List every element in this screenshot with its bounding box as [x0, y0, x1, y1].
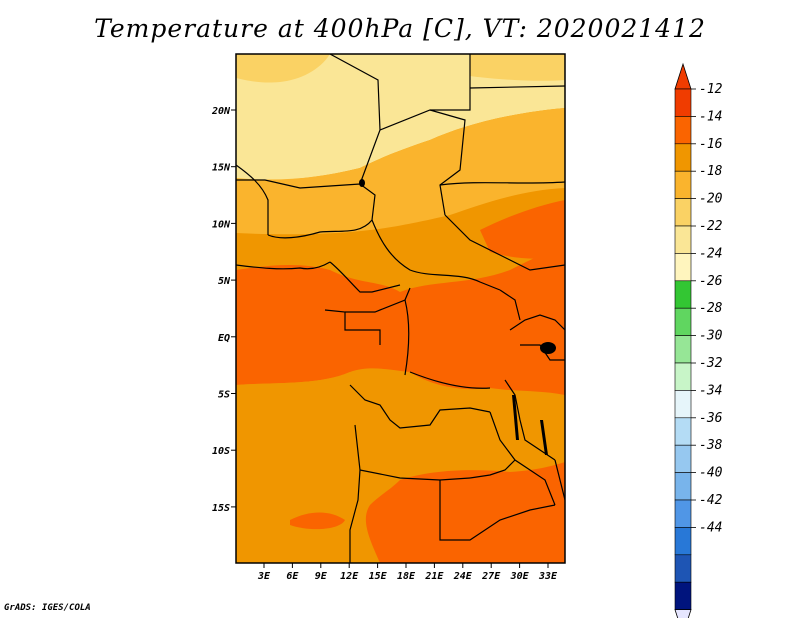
- colorbar-label: -18: [699, 164, 723, 179]
- colorbar-swatch: [674, 417, 692, 446]
- colorbar-swatch: [674, 253, 692, 282]
- lakes: [359, 179, 556, 455]
- region-fill: [290, 512, 345, 530]
- lon-tick-label: 33E: [538, 571, 558, 582]
- colorbar-label: -14: [699, 109, 722, 124]
- colorbar-label: -28: [699, 301, 723, 316]
- grads-credit: GrADS: IGES/COLA: [4, 603, 91, 613]
- longitude-axis: 3E 6E 9E 12E 15E 18E 21E 24E 27E 30E 33E: [257, 563, 558, 582]
- colorbar-label: -24: [699, 246, 722, 261]
- colorbar-swatch: [674, 362, 692, 391]
- lat-tick-label: 10S: [212, 446, 230, 457]
- colorbar-label: -22: [699, 219, 723, 234]
- lat-tick-label: 20N: [211, 106, 231, 117]
- region-fill: [470, 54, 565, 81]
- colorbar-swatch: [674, 499, 692, 528]
- latitude-axis: 20N 15N 10N 5N EQ 5S 10S 15S: [211, 106, 236, 514]
- region-fill: [236, 54, 330, 83]
- colorbar-label: -34: [699, 383, 722, 398]
- colorbar-label: -40: [699, 466, 723, 481]
- region-fill: [236, 372, 350, 469]
- lon-tick-label: 18E: [397, 571, 416, 582]
- colorbar-swatch: [674, 581, 692, 610]
- colorbar-label: -38: [699, 438, 723, 453]
- lat-tick-label: 5N: [218, 276, 231, 287]
- lon-tick-label: 24E: [453, 571, 473, 582]
- lon-tick-label: 12E: [340, 571, 359, 582]
- map-frame: [235, 53, 566, 564]
- region-fill: [480, 200, 565, 259]
- colorbar-swatch: [674, 170, 692, 199]
- colorbar-swatch: [674, 335, 692, 364]
- lon-tick-label: 6E: [286, 571, 299, 582]
- country-borders: [236, 54, 565, 563]
- colorbar-top-arrow: [674, 62, 692, 90]
- colorbar-label: -12: [699, 82, 723, 97]
- colorbar-bottom-arrow: [674, 609, 692, 618]
- colorbar-label: -30: [699, 329, 723, 344]
- colorbar-swatch: [674, 88, 692, 117]
- colorbar-swatch: [674, 444, 692, 473]
- colorbar-swatch: [674, 472, 692, 501]
- colorbar-label: -20: [699, 192, 723, 207]
- lon-tick-label: 3E: [257, 571, 271, 582]
- lat-tick-label: 15N: [212, 163, 231, 174]
- colorbar-label: -36: [699, 411, 723, 426]
- lat-tick-label: 10N: [212, 219, 231, 230]
- colorbar-swatch: [674, 280, 692, 309]
- lat-tick-label: EQ: [218, 333, 230, 344]
- colorbar-swatch: [674, 116, 692, 145]
- lon-tick-label: 21E: [424, 571, 444, 582]
- lon-tick-label: 15E: [369, 571, 388, 582]
- lat-tick-label: 5S: [218, 390, 230, 401]
- lon-tick-label: 30E: [510, 571, 530, 582]
- region-fill: [236, 108, 565, 235]
- colorbar-label: -16: [699, 137, 723, 152]
- lat-tick-label: 15S: [212, 503, 230, 514]
- lon-tick-label: 9E: [315, 571, 328, 582]
- colorbar-swatch: [674, 143, 692, 172]
- region-fill: [236, 54, 565, 181]
- colorbar-swatch: [674, 225, 692, 254]
- colorbar-swatch: [674, 527, 692, 556]
- colorbar-swatch: [674, 198, 692, 227]
- region-fill: [365, 462, 565, 563]
- colorbar-swatch: [674, 390, 692, 419]
- temperature-field: [236, 54, 565, 563]
- colorbar-label: -26: [699, 274, 723, 289]
- colorbar-label: -32: [699, 356, 723, 371]
- lon-tick-label: 27E: [481, 571, 501, 582]
- colorbar-swatch: [674, 307, 692, 336]
- colorbar-label: -42: [699, 493, 723, 508]
- map-title: Temperature at 400hPa [C], VT: 202002141…: [94, 14, 706, 43]
- colorbar-swatch: [674, 554, 692, 583]
- colorbar-label: -44: [699, 520, 722, 535]
- colorbar: -12 -14 -16 -18 -20 -22 -24 -26 -28 -30 -32 -34 -36 -…: [674, 62, 723, 618]
